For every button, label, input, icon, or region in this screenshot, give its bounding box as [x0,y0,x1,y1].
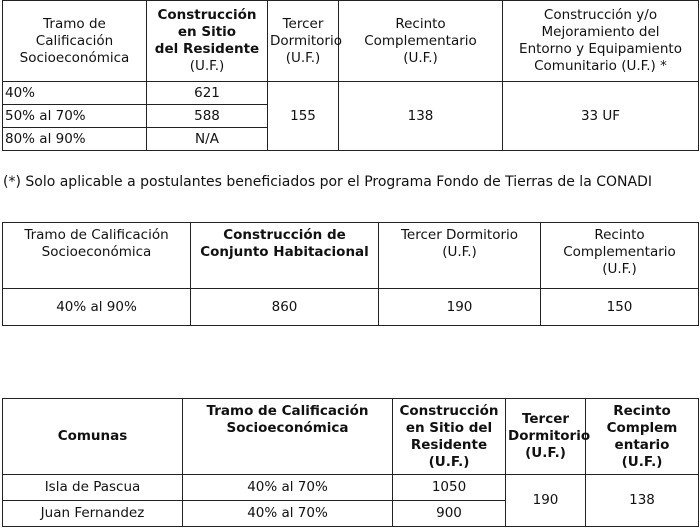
cell-tercer-dormitorio: 190 [505,474,586,527]
cell-construccion: 621 [146,81,268,105]
cell-tramo: 80% al 90% [2,127,147,151]
cell-recinto: 138 [585,474,699,527]
cell-construccion: N/A [146,127,268,151]
footnote: (*) Solo aplicable a postulantes benefic… [3,174,652,190]
cell-construccion: 900 [392,500,506,527]
header-tramo: Tramo de Calificación Socioeconómica [182,398,393,475]
header-construccion: Construcción en Sitio del Residente (U.F.… [146,0,268,82]
subsidy-table-conjunto: Tramo de Calificación Socioeconómica Con… [2,222,699,326]
header-construccion: Construcción en Sitio del Residente (U.F… [392,398,506,475]
header-comunas: Comunas [2,398,183,475]
subsidy-table-comunas: Comunas Tramo de Calificación Socioeconó… [2,398,699,527]
header-construccion-title: Construcción en Sitio del Residente [154,7,260,57]
header-construccion-conjunto: Construcción de Conjunto Habitacional [190,222,379,289]
header-tercer-dormitorio: Tercer Dormitorio (U.F.) [505,398,590,475]
header-entorno: Construcción y/o Mejoramiento del Entorn… [502,0,699,82]
header-construccion-unit: (U.F.) [189,58,225,74]
cell-tramo: 50% al 70% [2,104,147,128]
cell-comuna: Juan Fernandez [2,500,183,527]
header-recinto: Recinto Complementario (U.F.) [338,0,503,82]
cell-tercer-dormitorio: 155 [267,81,339,151]
cell-construccion: 1050 [392,474,506,501]
cell-construccion: 860 [190,288,379,326]
header-recinto: Recinto Complementario (U.F.) [540,222,699,289]
cell-tramo: 40% al 90% [2,288,191,326]
header-tramo: Tramo de Calificación Socioeconómica [2,0,147,82]
cell-recinto: 150 [540,288,699,326]
cell-tramo: 40% al 70% [182,500,393,527]
cell-comuna: Isla de Pascua [2,474,183,501]
cell-tramo: 40% al 70% [182,474,393,501]
cell-tramo: 40% [2,81,147,105]
cell-entorno: 33 UF [502,81,699,151]
header-tercer-dormitorio: Tercer Dormitorio (U.F.) [267,0,342,82]
header-tramo: Tramo de Calificación Socioeconómica [2,222,191,289]
cell-tercer-dormitorio: 190 [378,288,541,326]
cell-recinto: 138 [338,81,503,151]
cell-construccion: 588 [146,104,268,128]
header-recinto: Recinto Complem entario (U.F.) [585,398,699,475]
header-tercer-dormitorio: Tercer Dormitorio (U.F.) [378,222,541,289]
subsidy-table-residente: Tramo de Calificación Socioeconómica Con… [2,0,699,151]
